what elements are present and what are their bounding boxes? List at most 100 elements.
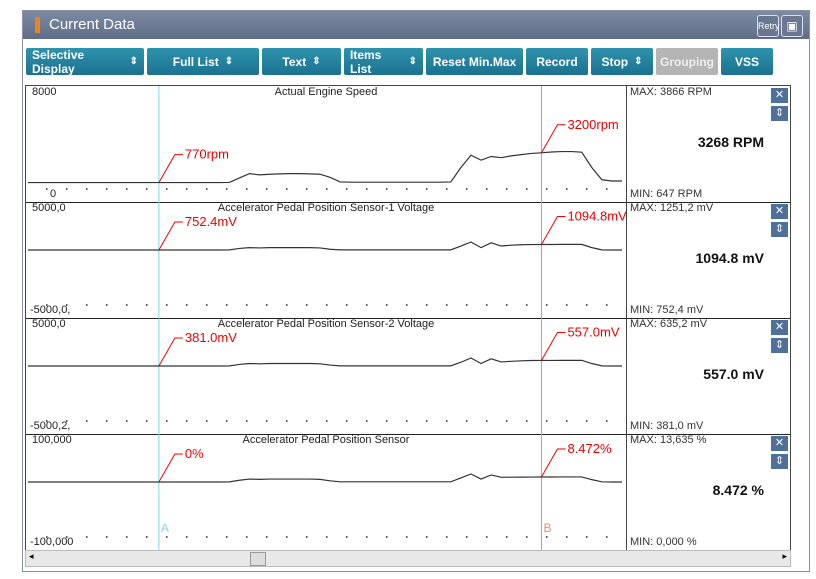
y-max-label: 5000,0	[32, 202, 66, 214]
signal-trace	[28, 357, 622, 367]
trace-graph: 5000,0 -5000,2, Accelerator Pedal Positi…	[26, 318, 627, 434]
x-tick	[386, 420, 388, 422]
horizontal-scrollbar[interactable]: ◂ ▸	[25, 550, 791, 567]
min-value: MIN: 0,000 %	[630, 536, 697, 548]
x-tick	[326, 304, 328, 306]
retry-button[interactable]: Retry	[757, 15, 780, 37]
toolbar-button-vss[interactable]: VSS	[721, 48, 773, 75]
x-tick	[106, 188, 108, 190]
x-tick	[46, 188, 48, 190]
x-tick	[526, 536, 528, 538]
x-tick	[486, 304, 488, 306]
x-tick	[286, 304, 288, 306]
current-value: 8.472 %	[712, 482, 764, 498]
x-tick	[286, 536, 288, 538]
trace-svg: 381.0mV 557.0mV	[28, 318, 622, 434]
x-tick	[266, 536, 268, 538]
x-tick	[306, 420, 308, 422]
dropdown-arrows-icon: ⇕	[129, 56, 138, 67]
x-tick	[406, 420, 408, 422]
x-tick	[566, 420, 568, 422]
toolbar-button-items-list[interactable]: Items List ⇕	[344, 48, 423, 76]
close-graph-button[interactable]: ✕	[771, 320, 788, 335]
max-value: MAX: 635,2 mV	[630, 318, 708, 330]
button-label: Stop	[601, 54, 629, 69]
x-tick	[426, 304, 428, 306]
close-graph-button[interactable]: ✕	[771, 436, 788, 451]
cursor-value-label: 770rpm	[185, 147, 229, 162]
toolbar-button-selective-display[interactable]: Selective Display ⇕	[26, 48, 144, 76]
button-label: Grouping	[660, 54, 714, 69]
move-graph-button[interactable]: ⇕	[771, 338, 788, 353]
x-tick	[126, 420, 128, 422]
x-tick	[106, 420, 108, 422]
move-graph-button[interactable]: ⇕	[771, 106, 788, 121]
x-tick	[526, 420, 528, 422]
cursor-value-callout: 3200rpm	[541, 117, 619, 154]
x-tick	[546, 536, 548, 538]
x-tick	[366, 536, 368, 538]
x-tick	[346, 304, 348, 306]
x-tick	[606, 536, 608, 538]
x-tick	[466, 536, 468, 538]
x-tick	[206, 304, 208, 306]
move-graph-button[interactable]: ⇕	[771, 454, 788, 469]
x-tick	[66, 536, 68, 538]
max-value: MAX: 13,635 %	[630, 434, 707, 446]
x-tick	[426, 188, 428, 190]
x-tick	[106, 304, 108, 306]
toolbar-button-text[interactable]: Text ⇕	[262, 48, 341, 75]
cursor-value-label: 1094.8mV	[567, 209, 626, 224]
close-graph-button[interactable]: ✕	[771, 88, 788, 103]
x-tick	[126, 536, 128, 538]
graph-area: 8000 0 Actual Engine Speed 770rpm 3200rpm…	[25, 85, 791, 551]
x-tick	[46, 536, 48, 538]
close-graph-button[interactable]: ✕	[771, 204, 788, 219]
signal-trace	[28, 150, 622, 184]
x-tick	[326, 420, 328, 422]
cursor-value-callout: 381.0mV	[158, 330, 237, 367]
x-tick	[166, 420, 168, 422]
x-tick	[586, 420, 588, 422]
x-tick	[66, 420, 68, 422]
trace-graph: 5000,0 -5000,0, Accelerator Pedal Positi…	[26, 202, 627, 318]
x-tick	[46, 420, 48, 422]
x-tick	[186, 188, 188, 190]
cursor-label[interactable]: A	[161, 521, 169, 535]
maximize-button[interactable]: ▣	[781, 15, 803, 37]
trace-graph: 100,000 -100,000 Accelerator Pedal Posit…	[26, 434, 627, 550]
cursor-value-callout: 770rpm	[158, 147, 229, 183]
x-tick	[186, 420, 188, 422]
cursor-label[interactable]: B	[543, 521, 551, 535]
x-tick	[266, 188, 268, 190]
x-tick	[146, 188, 148, 190]
x-tick	[226, 420, 228, 422]
y-max-label: 5000,0	[32, 318, 66, 330]
scroll-thumb[interactable]	[250, 552, 266, 566]
y-max-label: 100,000	[32, 434, 72, 446]
toolbar-button-grouping[interactable]: Grouping	[656, 48, 718, 75]
cursor-value-callout: 752.4mV	[158, 214, 237, 251]
max-value: MAX: 1251,2 mV	[630, 202, 714, 214]
toolbar: Selective Display ⇕ Full List ⇕ Text ⇕ Items L…	[26, 48, 773, 76]
toolbar-button-stop[interactable]: Stop ⇕	[591, 48, 653, 75]
scroll-left-icon[interactable]: ◂	[29, 551, 34, 561]
x-tick	[586, 536, 588, 538]
x-tick	[246, 304, 248, 306]
x-tick	[526, 188, 528, 190]
window-title: Current Data	[49, 16, 135, 33]
graph-panel: 5000,0 -5000,0, Accelerator Pedal Positi…	[26, 202, 790, 319]
move-graph-button[interactable]: ⇕	[771, 222, 788, 237]
toolbar-button-record[interactable]: Record	[526, 48, 588, 75]
toolbar-button-full-list[interactable]: Full List ⇕	[147, 48, 259, 75]
value-panel: MAX: 3866 RPM 3268 RPM MIN: 647 RPM	[627, 86, 770, 202]
graph-title: Accelerator Pedal Position Sensor	[242, 434, 410, 446]
scroll-right-icon[interactable]: ▸	[782, 551, 787, 561]
x-tick	[306, 536, 308, 538]
x-tick	[506, 304, 508, 306]
toolbar-button-reset-min-max[interactable]: Reset Min.Max	[426, 48, 523, 75]
current-value: 557.0 mV	[703, 366, 764, 382]
trace-graph: 8000 0 Actual Engine Speed 770rpm 3200rpm	[26, 86, 627, 202]
trace-svg: 0% 8.472% A B	[28, 434, 622, 550]
x-tick	[566, 304, 568, 306]
